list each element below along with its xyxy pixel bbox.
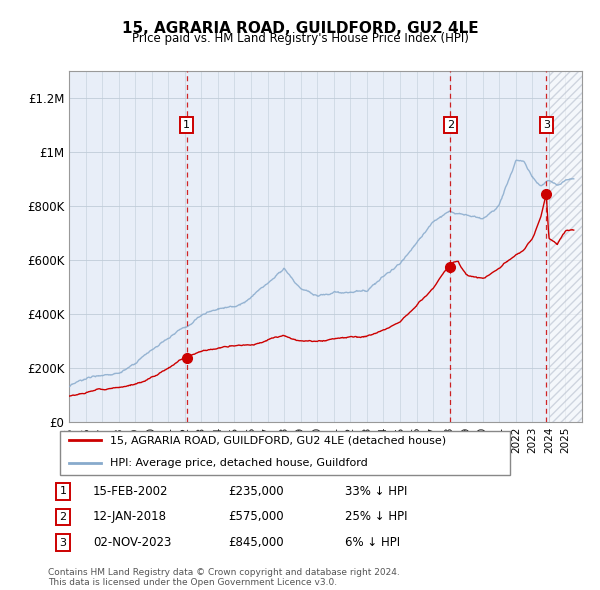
- FancyBboxPatch shape: [60, 431, 510, 475]
- Text: 3: 3: [59, 538, 67, 548]
- Text: £235,000: £235,000: [228, 485, 284, 498]
- Text: 12-JAN-2018: 12-JAN-2018: [93, 510, 167, 523]
- Text: 2: 2: [447, 120, 454, 130]
- Text: 1: 1: [59, 487, 67, 496]
- Text: 15, AGRARIA ROAD, GUILDFORD, GU2 4LE: 15, AGRARIA ROAD, GUILDFORD, GU2 4LE: [122, 21, 478, 35]
- Text: 2: 2: [59, 512, 67, 522]
- Text: 3: 3: [543, 120, 550, 130]
- Text: HPI: Average price, detached house, Guildford: HPI: Average price, detached house, Guil…: [110, 458, 367, 467]
- Text: Contains HM Land Registry data © Crown copyright and database right 2024.
This d: Contains HM Land Registry data © Crown c…: [48, 568, 400, 587]
- Text: 6% ↓ HPI: 6% ↓ HPI: [345, 536, 400, 549]
- Text: 1: 1: [184, 120, 190, 130]
- Bar: [549, 71, 582, 422]
- Text: 33% ↓ HPI: 33% ↓ HPI: [345, 485, 407, 498]
- Text: 02-NOV-2023: 02-NOV-2023: [93, 536, 172, 549]
- Text: 15-FEB-2002: 15-FEB-2002: [93, 485, 169, 498]
- Text: 15, AGRARIA ROAD, GUILDFORD, GU2 4LE (detached house): 15, AGRARIA ROAD, GUILDFORD, GU2 4LE (de…: [110, 435, 446, 445]
- Text: £575,000: £575,000: [228, 510, 284, 523]
- Text: 25% ↓ HPI: 25% ↓ HPI: [345, 510, 407, 523]
- Text: Price paid vs. HM Land Registry's House Price Index (HPI): Price paid vs. HM Land Registry's House …: [131, 32, 469, 45]
- Text: £845,000: £845,000: [228, 536, 284, 549]
